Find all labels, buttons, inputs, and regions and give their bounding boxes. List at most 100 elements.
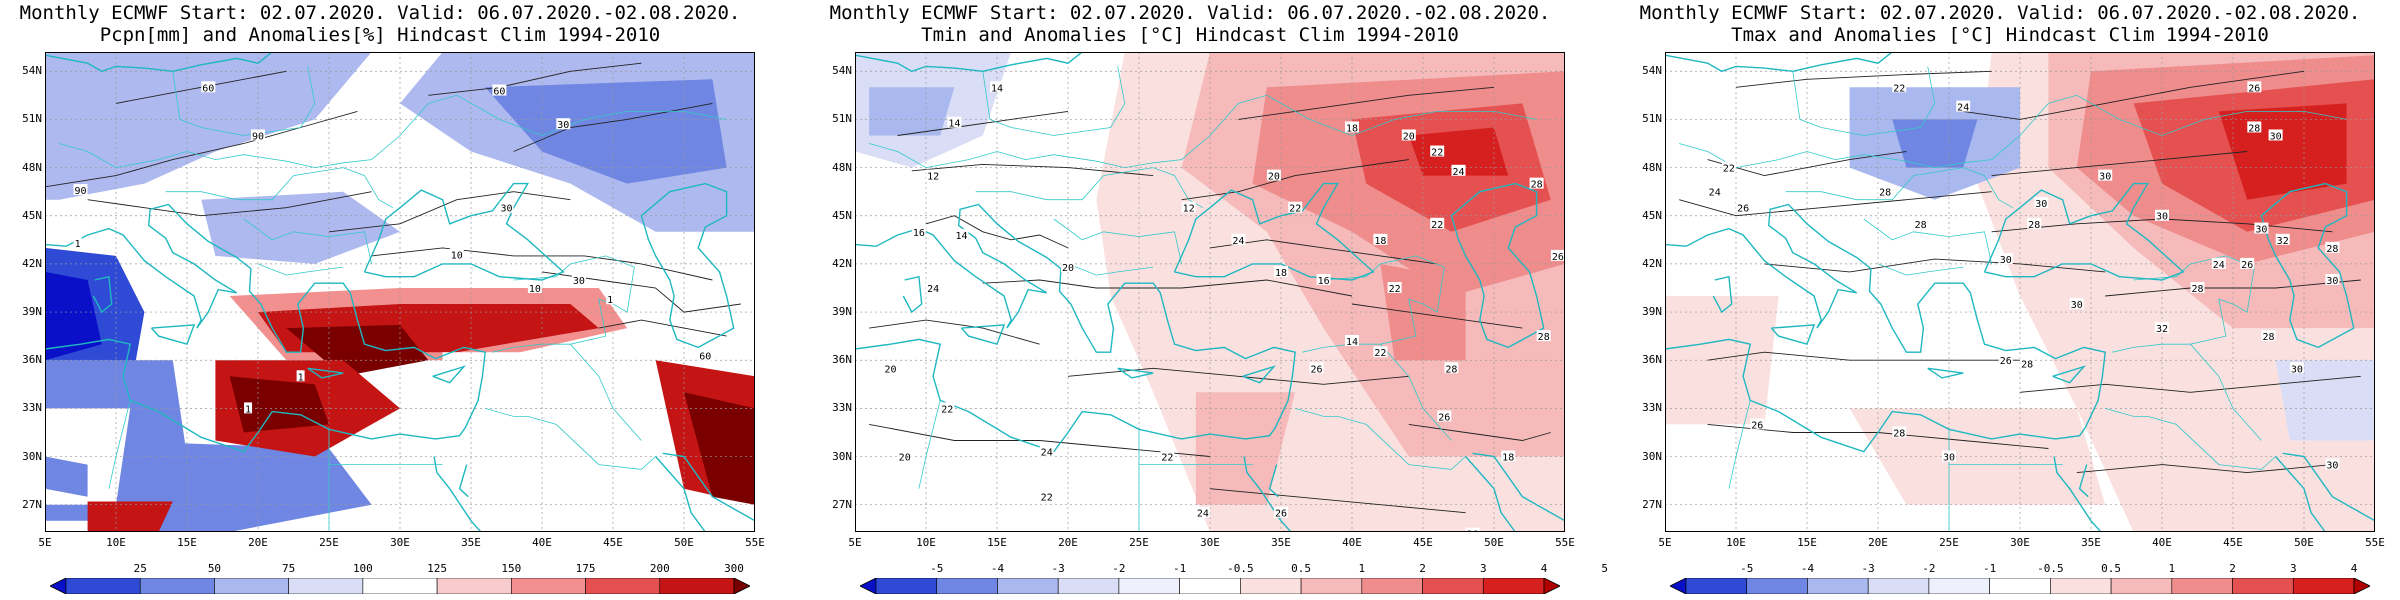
lat-tick-label: 27N (832, 497, 852, 511)
svg-text:1: 1 (298, 372, 304, 383)
contour-label: 30 (2325, 273, 2340, 287)
contour-label: 30 (571, 273, 586, 287)
border-line (2147, 416, 2276, 470)
svg-text:18: 18 (1502, 453, 1514, 464)
border-line (975, 167, 1204, 209)
svg-text:26: 26 (1275, 509, 1287, 520)
coastline (2282, 452, 2375, 522)
border-line (570, 343, 642, 441)
anomaly-field (87, 501, 173, 532)
svg-text:28: 28 (2262, 332, 2274, 343)
lat-tick-label: 30N (1642, 449, 1662, 463)
lat-tick-label: 30N (832, 449, 852, 463)
contour-line (1351, 303, 1523, 329)
svg-text:24: 24 (927, 284, 939, 295)
colorbar-segment (2050, 578, 2112, 594)
border-line (1295, 408, 1338, 417)
contour-label: 30 (1942, 450, 1956, 464)
svg-text:24: 24 (1197, 509, 1209, 520)
colorbar-tick-label: -3 (1051, 562, 1065, 575)
lon-tick-label: 5E (1658, 536, 1672, 549)
border-line (1067, 263, 1154, 276)
contour-label: 22 (1892, 81, 1907, 94)
contour-line (1735, 70, 1992, 88)
contour-label: 30 (556, 118, 571, 131)
colorbar-tick-label: -2 (1112, 562, 1126, 575)
lon-tick-label: 50E (2294, 536, 2314, 549)
coastline (1117, 367, 1154, 379)
contour-label: 30 (1465, 527, 1480, 532)
svg-text:30: 30 (1467, 530, 1479, 532)
colorbar-segment (1361, 578, 1423, 594)
coastline (1243, 456, 1292, 532)
colorbar-high-arrow (2353, 578, 2370, 594)
contour-label: 24 (1195, 506, 1210, 520)
lat-tick-label: 33N (22, 401, 42, 415)
contour-label: 28 (1878, 185, 1893, 199)
contour-label: 30 (2325, 458, 2340, 472)
svg-text:14: 14 (991, 83, 1003, 94)
contour-label: 14 (947, 116, 962, 130)
colorbar-tick-label: -4 (1800, 562, 1815, 575)
coastline (655, 456, 706, 532)
contour-line (897, 110, 1069, 136)
svg-text:28: 28 (2326, 244, 2338, 255)
coastline (2275, 456, 2326, 532)
svg-text:14: 14 (948, 119, 960, 130)
contour-label: 24 (1707, 185, 1722, 199)
colorbar-segment (1422, 578, 1484, 594)
svg-text:30: 30 (2326, 276, 2338, 287)
contour-label: 26 (1998, 354, 2013, 367)
coastline (960, 324, 1006, 346)
contour-label: 28 (2190, 281, 2205, 295)
svg-text:30: 30 (1943, 453, 1955, 464)
colorbar-tick-label: 50 (207, 562, 222, 575)
border-line (2190, 343, 2262, 441)
coastline (45, 203, 486, 453)
svg-text:22: 22 (1041, 493, 1053, 504)
border-line (1679, 94, 2347, 169)
lon-tick-label: 55E (2365, 536, 2385, 549)
svg-text:30: 30 (2071, 300, 2083, 311)
lon-tick-label: 5E (848, 536, 862, 549)
border-line (1863, 218, 1992, 264)
svg-text:22: 22 (1893, 83, 1905, 94)
svg-text:26: 26 (1737, 204, 1749, 215)
anomaly-field (1892, 119, 1978, 168)
lat-tick-label: 54N (22, 64, 42, 78)
contour-line (1991, 151, 2248, 177)
colorbar-tick-label: -1 (1173, 562, 1187, 575)
svg-text:24: 24 (1232, 236, 1244, 247)
coastline (45, 52, 273, 73)
coastline (1450, 182, 1545, 349)
coastline (1242, 365, 1277, 384)
lon-tick-label: 5E (38, 536, 52, 549)
lon-tick-label: 25E (1939, 536, 1959, 549)
coastline (662, 452, 755, 522)
svg-text:22: 22 (1161, 453, 1173, 464)
contour-label: 28 (1536, 330, 1551, 343)
svg-text:32: 32 (2156, 324, 2168, 335)
svg-text:18: 18 (1275, 268, 1287, 279)
contour-label: 32 (2155, 322, 2169, 335)
lat-tick-label: 48N (832, 160, 852, 174)
svg-text:22: 22 (1389, 284, 1401, 295)
border-line (108, 400, 131, 489)
lon-tick-label: 10E (916, 536, 936, 549)
lat-tick-label: 39N (22, 305, 42, 319)
svg-text:28: 28 (2248, 123, 2260, 134)
colorbar-tick-label: 100 (352, 562, 373, 575)
svg-text:26: 26 (2248, 83, 2260, 94)
svg-text:22: 22 (1431, 148, 1443, 159)
panel-title-line1: Monthly ECMWF Start: 02.07.2020. Valid: … (19, 2, 741, 24)
svg-text:28: 28 (1893, 428, 1905, 439)
colorbar-tick-label: -2 (1922, 562, 1936, 575)
lon-tick-label: 15E (987, 536, 1007, 549)
panel-tmax: Monthly ECMWF Start: 02.07.2020. Valid: … (1620, 0, 2385, 600)
anomaly-field (684, 392, 755, 505)
svg-text:30: 30 (2156, 212, 2168, 223)
contour-line (428, 62, 642, 96)
svg-text:30: 30 (557, 120, 569, 131)
lat-tick-label: 45N (22, 208, 42, 222)
contour-label: 14 (1345, 334, 1359, 348)
